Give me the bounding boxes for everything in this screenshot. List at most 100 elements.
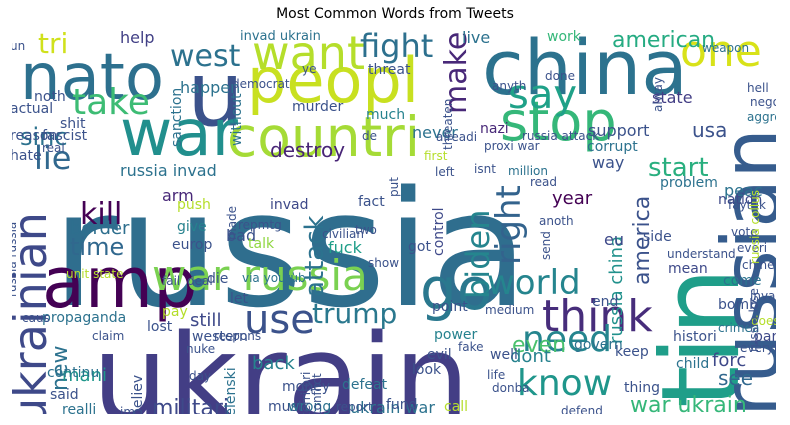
cloud-word: made xyxy=(225,205,239,240)
cloud-word: donba xyxy=(492,381,530,395)
cloud-word: look xyxy=(412,362,442,378)
cloud-word: got xyxy=(408,239,431,255)
cloud-word: unit state xyxy=(66,267,124,281)
cloud-word: aggress xyxy=(747,110,776,124)
cloud-word: democrat xyxy=(232,77,290,91)
cloud-word: money xyxy=(282,379,330,395)
cloud-word: caus xyxy=(22,311,50,325)
cloud-word: west xyxy=(170,39,241,74)
cloud-word: doesnt xyxy=(751,314,776,328)
cloud-word: much xyxy=(366,107,406,123)
cloud-word: show xyxy=(368,256,400,270)
cloud-word: help xyxy=(120,30,155,47)
cloud-word: respons xyxy=(214,329,262,343)
cloud-word: russia china xyxy=(606,235,627,344)
cloud-word: sinc xyxy=(20,123,68,151)
chart-title: Most Common Words from Tweets xyxy=(276,6,514,22)
cloud-word: pay xyxy=(162,304,188,320)
cloud-word: conflict xyxy=(310,372,324,414)
cloud-word: fail xyxy=(162,274,181,288)
cloud-word: know xyxy=(517,363,613,404)
cloud-word: deal xyxy=(187,274,213,288)
cloud-word: year xyxy=(552,188,593,209)
cloud-word: point xyxy=(432,299,468,315)
cloud-word: destroy xyxy=(270,138,346,162)
cloud-word: russia xyxy=(52,156,529,343)
cloud-word: alway xyxy=(651,77,665,113)
cloud-word: problem xyxy=(660,175,718,191)
cloud-word: go xyxy=(420,255,493,323)
cloud-word: time xyxy=(70,233,125,261)
cloud-word: claim xyxy=(92,329,125,343)
cloud-word: countri xyxy=(227,105,421,169)
cloud-word: dont xyxy=(510,346,551,367)
cloud-word: child xyxy=(676,356,710,372)
cloud-word: without xyxy=(229,93,245,146)
cloud-word: war xyxy=(120,97,238,171)
cloud-word: think xyxy=(542,291,653,342)
cloud-word: world xyxy=(487,263,581,303)
cloud-word: invas xyxy=(750,289,776,303)
cloud-word: russia collus xyxy=(748,189,762,264)
cloud-word: repmtg xyxy=(238,218,282,232)
cloud-word: crimea xyxy=(718,321,760,335)
cloud-word: russia attack xyxy=(522,129,600,143)
cloud-word: nazi xyxy=(480,121,509,137)
cloud-word: never xyxy=(412,123,458,142)
cloud-word: end xyxy=(592,294,619,310)
cloud-word: push xyxy=(177,197,211,213)
cloud-word: give xyxy=(177,219,207,235)
cloud-word: russia invad xyxy=(120,161,217,180)
cloud-word: way xyxy=(592,153,625,172)
cloud-word: usa xyxy=(692,118,728,142)
cloud-word: u xyxy=(187,42,245,147)
cloud-word: fund xyxy=(386,397,418,413)
cloud-word: stop xyxy=(500,90,617,153)
cloud-word: lie xyxy=(34,139,72,177)
cloud-word: put xyxy=(387,177,401,198)
cloud-word: mean xyxy=(668,261,708,277)
cloud-word: keep xyxy=(615,344,649,360)
cloud-word: china xyxy=(482,30,688,112)
cloud-word: arm xyxy=(162,186,194,205)
cloud-word: wrong xyxy=(288,399,332,414)
cloud-word: im xyxy=(120,405,136,414)
cloud-word: govern xyxy=(574,337,623,353)
cloud-word: even xyxy=(512,333,567,358)
cloud-word: talk xyxy=(248,236,275,252)
cloud-word: control xyxy=(431,207,447,256)
cloud-word: shit xyxy=(60,116,86,132)
cloud-word: murder xyxy=(292,99,344,115)
cloud-word: let xyxy=(230,291,248,307)
cloud-word: war ukrain xyxy=(630,393,747,415)
cloud-word: still xyxy=(190,310,222,331)
cloud-word: understand xyxy=(667,247,736,261)
cloud-word: fight xyxy=(360,30,434,65)
cloud-word: see xyxy=(718,366,754,390)
cloud-word: read xyxy=(530,175,558,189)
cloud-word: must xyxy=(268,399,304,414)
cloud-word: actual xyxy=(12,101,54,117)
cloud-word: want xyxy=(252,30,366,80)
cloud-word: live xyxy=(462,30,491,47)
cloud-word: peopl xyxy=(247,44,420,117)
cloud-word: continu xyxy=(47,365,100,381)
cloud-word: done xyxy=(545,69,575,83)
cloud-word: russia lose xyxy=(747,287,761,352)
cloud-word: anoth xyxy=(539,214,574,228)
cloud-word: one xyxy=(680,30,762,77)
cloud-word: histori xyxy=(673,329,717,345)
cloud-word: support xyxy=(588,121,650,140)
cloud-word: invad ukrain xyxy=(240,30,321,44)
cloud-word: mani xyxy=(62,365,107,386)
cloud-word: realli xyxy=(62,402,97,414)
cloud-word: medium xyxy=(485,303,535,317)
cloud-word: war russia xyxy=(152,251,368,300)
cloud-word: alreadi xyxy=(436,130,478,144)
cloud-word: fascist xyxy=(42,128,88,144)
cloud-word: hell xyxy=(747,81,769,95)
cloud-word: amp xyxy=(42,242,198,324)
cloud-word: hate xyxy=(12,148,42,164)
cloud-word: weapon xyxy=(702,41,750,55)
cloud-word: militari xyxy=(152,396,230,415)
